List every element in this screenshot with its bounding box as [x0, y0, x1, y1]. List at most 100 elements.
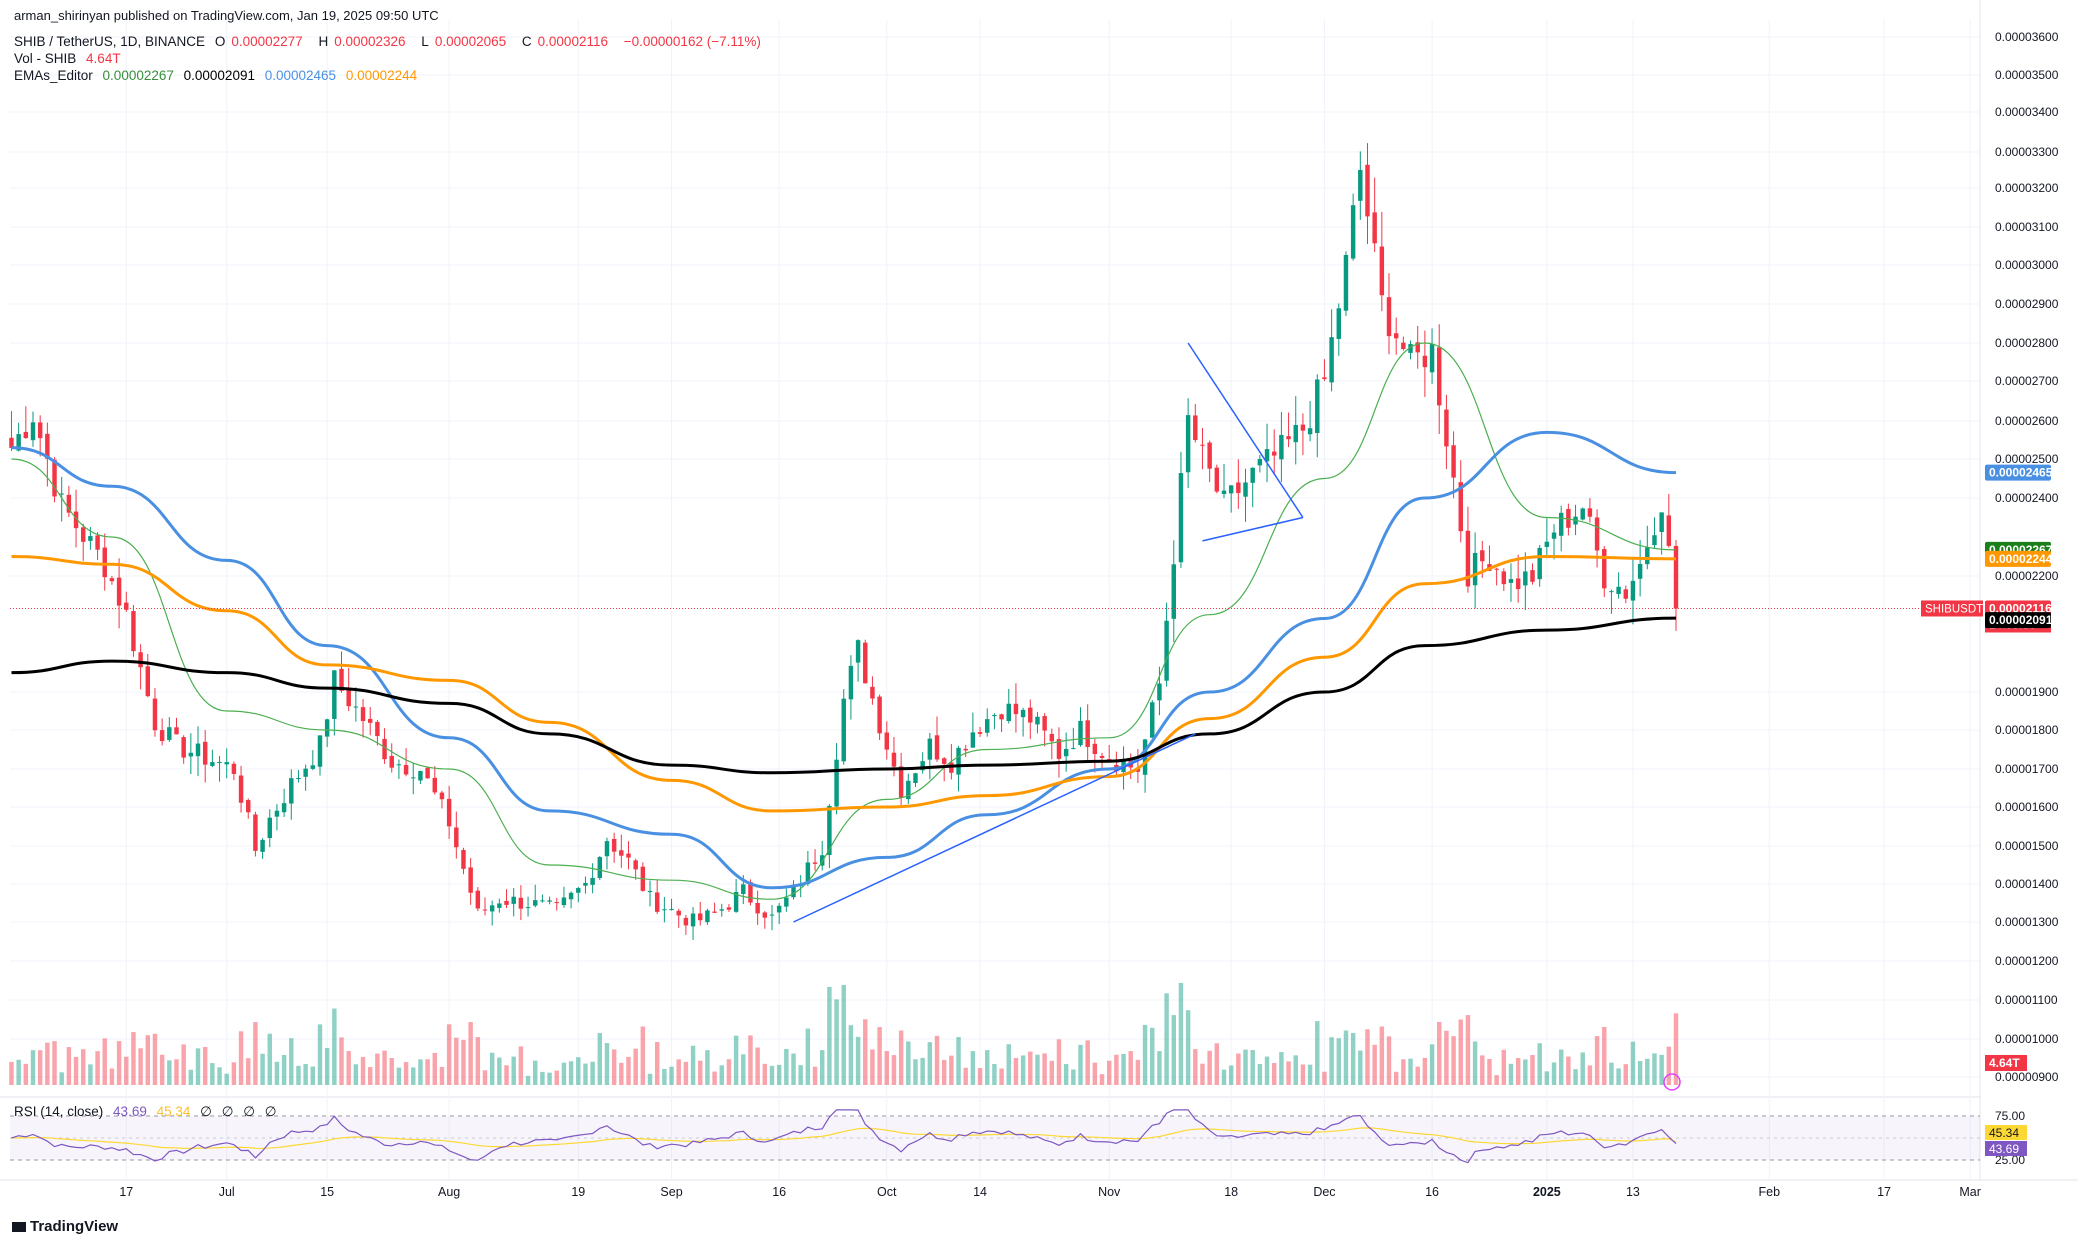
time-axis-label: Sep — [660, 1185, 682, 1199]
volume-bar — [561, 1062, 567, 1085]
candle-body — [1652, 535, 1657, 546]
volume-bar — [152, 1033, 158, 1085]
volume-bar — [102, 1038, 107, 1085]
candle-body — [403, 765, 409, 775]
rsi-empty-2: ∅ — [221, 1104, 234, 1119]
candle-body — [568, 892, 574, 900]
volume-bar — [654, 1041, 660, 1085]
candle-body — [1616, 586, 1621, 594]
trendline — [793, 733, 1196, 923]
volume-bar — [9, 1061, 14, 1085]
price-axis-label: 0.00002200 — [1995, 569, 2059, 583]
volume-bar — [1264, 1056, 1270, 1085]
volume-bar — [432, 1052, 438, 1085]
volume-bar — [1523, 1059, 1528, 1085]
candle-body — [353, 706, 359, 708]
volume-bar — [346, 1051, 351, 1085]
volume-bar — [733, 1035, 739, 1085]
volume-bar — [898, 1030, 904, 1085]
trendline — [1187, 342, 1304, 518]
volume-bar — [590, 1061, 595, 1085]
volume-bar — [1099, 1074, 1105, 1085]
candle-body — [1673, 545, 1679, 609]
volume-bar — [303, 1064, 308, 1085]
volume-bar — [95, 1051, 100, 1085]
candle-body — [59, 493, 64, 495]
volume-bar — [1659, 1054, 1664, 1085]
candle-body — [1221, 490, 1227, 494]
candle-body — [540, 900, 545, 902]
volume-bar — [1085, 1040, 1090, 1085]
candle-body — [246, 800, 251, 813]
candle-body — [1279, 434, 1284, 460]
price-axis-label: 0.00001800 — [1995, 723, 2059, 737]
candle-body — [1150, 702, 1155, 738]
candle-body — [482, 909, 488, 911]
volume-bar — [1602, 1026, 1607, 1085]
candle-body — [80, 527, 86, 542]
candle-body — [95, 535, 100, 550]
volume-bar — [827, 986, 832, 1085]
volume-label[interactable]: Vol - SHIB — [14, 51, 77, 66]
symbol-title[interactable]: SHIB / TetherUS, 1D, BINANCE — [14, 34, 206, 49]
volume-bar — [611, 1049, 617, 1085]
volume-bar — [1157, 1051, 1162, 1085]
volume-bar — [977, 1068, 983, 1085]
candle-body — [1365, 164, 1370, 217]
candle-body — [1508, 579, 1514, 583]
candle-body — [812, 862, 818, 864]
volume-bar — [1530, 1055, 1535, 1085]
rsi-label[interactable]: RSI (14, close) — [14, 1104, 104, 1119]
volume-bar — [324, 1048, 330, 1085]
candle-body — [195, 743, 201, 757]
volume-bar — [1637, 1061, 1643, 1085]
volume-bar — [748, 1035, 753, 1085]
volume-bar — [755, 1047, 760, 1085]
candle-body — [1587, 508, 1593, 517]
candle-body — [913, 773, 918, 784]
volume-bar — [367, 1067, 373, 1085]
candle-body — [920, 761, 925, 771]
candle-body — [1408, 344, 1413, 353]
volume-bar — [1558, 1049, 1564, 1085]
volume-bar — [834, 999, 839, 1085]
candle-body — [719, 909, 724, 911]
candle-body — [698, 913, 703, 921]
volume-bar — [1164, 993, 1169, 1085]
volume-bar — [425, 1059, 430, 1085]
volume-bar — [1193, 1049, 1198, 1085]
volume-bar — [870, 1049, 875, 1085]
candle-body — [296, 778, 301, 780]
volume-bar — [1343, 1030, 1349, 1085]
volume-bar — [1365, 1029, 1370, 1085]
volume-bar — [1494, 1075, 1499, 1085]
volume-bar — [475, 1037, 481, 1085]
volume-bar — [1315, 1021, 1320, 1085]
volume-bar — [1465, 1015, 1471, 1085]
candle-body — [1250, 467, 1255, 483]
volume-bar — [970, 1051, 976, 1085]
candle-body — [1257, 459, 1263, 466]
volume-bar — [1422, 1057, 1428, 1085]
volume-bar — [805, 1028, 811, 1085]
volume-bar — [461, 1039, 466, 1085]
candle-body — [662, 909, 667, 911]
candle-body — [999, 714, 1004, 720]
badge-volume-bg — [1985, 1055, 2027, 1071]
candle-body — [454, 827, 459, 848]
price-axis-label: 0.00001600 — [1995, 800, 2059, 814]
price-axis-label: 0.00002900 — [1995, 297, 2059, 311]
candle-body — [690, 913, 696, 927]
volume-bar — [1020, 1055, 1026, 1085]
ema-label[interactable]: EMAs_Editor — [14, 68, 93, 83]
open-value: 0.00002277 — [231, 34, 303, 49]
candle-body — [683, 917, 689, 926]
candle-body — [1164, 620, 1169, 681]
candle-body — [1472, 552, 1478, 586]
candle-body — [597, 857, 603, 879]
candle-body — [102, 547, 107, 578]
candle-body — [210, 762, 215, 766]
candle-body — [1372, 212, 1377, 244]
tradingview-logo[interactable]: TradingView — [12, 1218, 118, 1235]
